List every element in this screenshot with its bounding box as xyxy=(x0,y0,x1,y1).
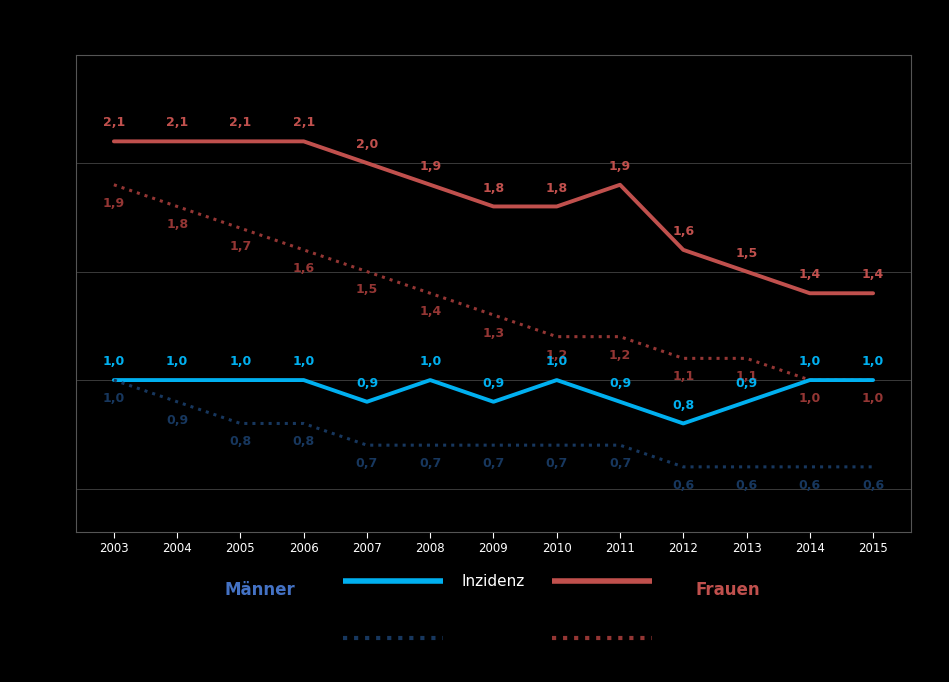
Text: 1,4: 1,4 xyxy=(799,268,821,282)
Text: 1,0: 1,0 xyxy=(230,355,251,368)
Text: 0,8: 0,8 xyxy=(230,435,251,448)
Text: 1,9: 1,9 xyxy=(609,160,631,173)
Text: Frauen: Frauen xyxy=(695,581,759,599)
Text: 1,3: 1,3 xyxy=(482,327,505,340)
Text: 1,0: 1,0 xyxy=(546,355,568,368)
Text: 1,0: 1,0 xyxy=(862,355,884,368)
Text: 2,1: 2,1 xyxy=(102,117,125,130)
Text: 0,9: 0,9 xyxy=(356,377,378,390)
Text: 1,0: 1,0 xyxy=(862,392,884,405)
Text: Männer: Männer xyxy=(224,581,295,599)
Text: 0,9: 0,9 xyxy=(609,377,631,390)
Text: 1,8: 1,8 xyxy=(166,218,188,231)
Text: 0,8: 0,8 xyxy=(672,398,695,411)
Text: 1,0: 1,0 xyxy=(102,355,125,368)
Text: 0,6: 0,6 xyxy=(672,479,695,492)
Text: 1,4: 1,4 xyxy=(862,268,884,282)
Text: 1,2: 1,2 xyxy=(546,349,568,361)
Text: 0,6: 0,6 xyxy=(799,479,821,492)
Text: 0,9: 0,9 xyxy=(166,414,188,427)
Text: 0,6: 0,6 xyxy=(735,479,757,492)
Text: 1,0: 1,0 xyxy=(166,355,188,368)
Text: 1,0: 1,0 xyxy=(419,355,441,368)
Text: 2,1: 2,1 xyxy=(230,117,251,130)
Text: 0,7: 0,7 xyxy=(356,457,378,470)
Text: Inzidenz: Inzidenz xyxy=(462,574,525,589)
Text: 2,1: 2,1 xyxy=(166,117,188,130)
Text: 1,0: 1,0 xyxy=(799,355,821,368)
Text: 1,4: 1,4 xyxy=(419,306,441,318)
Text: 1,2: 1,2 xyxy=(609,349,631,361)
Text: 1,9: 1,9 xyxy=(102,196,125,209)
Text: 0,9: 0,9 xyxy=(482,377,505,390)
Text: 2,0: 2,0 xyxy=(356,138,378,151)
Text: 0,7: 0,7 xyxy=(482,457,505,470)
Text: 1,1: 1,1 xyxy=(672,370,695,383)
Text: 0,8: 0,8 xyxy=(292,435,315,448)
Text: 1,9: 1,9 xyxy=(419,160,441,173)
Text: 0,7: 0,7 xyxy=(546,457,568,470)
Text: 1,8: 1,8 xyxy=(546,181,568,194)
Text: 0,7: 0,7 xyxy=(609,457,631,470)
Text: 0,6: 0,6 xyxy=(862,479,884,492)
Text: 0,7: 0,7 xyxy=(419,457,441,470)
Text: 1,8: 1,8 xyxy=(482,181,505,194)
Text: 1,0: 1,0 xyxy=(102,392,125,405)
Text: 1,5: 1,5 xyxy=(735,247,757,260)
Text: 1,0: 1,0 xyxy=(799,392,821,405)
Text: 2,1: 2,1 xyxy=(292,117,315,130)
Text: 1,6: 1,6 xyxy=(672,225,695,238)
Text: 1,1: 1,1 xyxy=(735,370,757,383)
Text: 1,7: 1,7 xyxy=(230,240,251,253)
Text: 1,0: 1,0 xyxy=(292,355,315,368)
Text: 0,9: 0,9 xyxy=(735,377,757,390)
Text: 1,6: 1,6 xyxy=(292,262,315,275)
Text: 1,5: 1,5 xyxy=(356,284,378,297)
